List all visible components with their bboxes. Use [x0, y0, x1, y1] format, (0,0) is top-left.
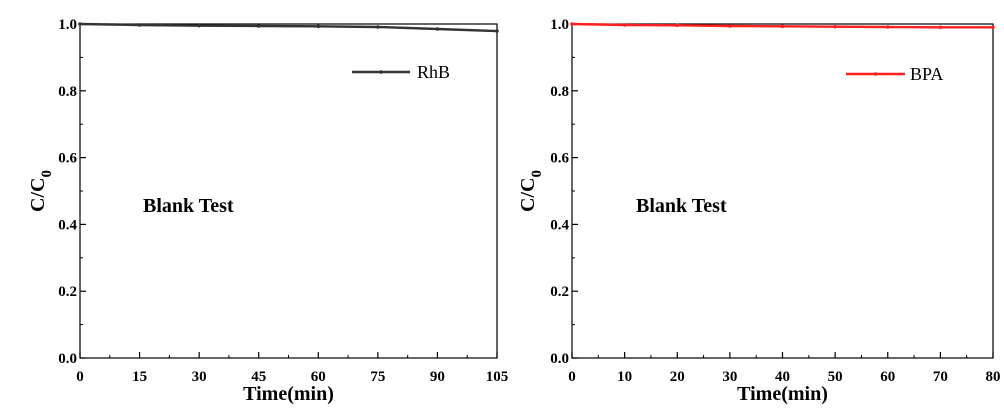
data-point — [495, 29, 499, 33]
x-tick-label: 60 — [880, 369, 895, 385]
y-tick-label: 0.4 — [550, 217, 569, 233]
y-axis-label-subscript: 0 — [39, 170, 55, 178]
y-tick-label: 1.0 — [550, 17, 569, 33]
data-point — [376, 25, 380, 29]
legend-label: BPA — [910, 64, 943, 84]
y-axis-label-main: C/C — [27, 178, 49, 212]
y-axis-label: C/C0 — [27, 170, 55, 212]
data-point — [570, 22, 574, 26]
y-tick-label: 0.0 — [550, 351, 569, 367]
y-tick-label: 0.2 — [58, 284, 77, 300]
x-tick-label: 0 — [76, 369, 84, 385]
data-point — [938, 25, 943, 30]
x-tick-label: 0 — [568, 369, 576, 385]
y-tick-label: 0.2 — [550, 284, 569, 300]
data-point — [675, 23, 680, 28]
chart-panel-1: 0 15 30 45 60 75 90 105 0.0 0.2 0.4 0.6 0.8 1.0 Time(m… — [27, 17, 508, 405]
x-tick-label: 15 — [132, 369, 147, 385]
annotation-blank-test: Blank Test — [143, 195, 234, 217]
chart-panel-2: 0 10 20 30 40 50 60 70 80 0.0 0.2 0.4 0.6 0.8 1.0 Time(… — [517, 17, 1001, 405]
x-axis-label: Time(min) — [243, 383, 334, 405]
legend-marker — [379, 70, 383, 74]
legend-marker — [873, 72, 878, 76]
data-point — [780, 24, 785, 29]
y-tick-label: 0.6 — [550, 151, 569, 167]
x-tick-label: 30 — [192, 369, 207, 385]
data-point — [197, 23, 201, 28]
data-point — [991, 25, 995, 30]
y-axis-label-subscript: 0 — [529, 170, 545, 178]
x-tick-label: 80 — [986, 369, 1001, 385]
x-tick-label: 50 — [828, 369, 843, 385]
y-tick-label: 0.4 — [58, 217, 77, 233]
y-axis-label-main: C/C — [517, 178, 539, 212]
x-axis-label: Time(min) — [737, 383, 828, 405]
y-tick-label: 0.6 — [58, 151, 77, 167]
y-tick-label: 1.0 — [58, 17, 77, 33]
data-point — [256, 24, 261, 28]
x-tick-label: 20 — [670, 369, 685, 385]
series-line-rhb — [79, 22, 498, 33]
annotation-blank-test: Blank Test — [636, 195, 727, 217]
data-point — [78, 22, 82, 26]
x-tick-label: 45 — [251, 369, 266, 385]
data-point — [435, 27, 440, 31]
x-tick-label: 70 — [933, 369, 948, 385]
data-point — [728, 24, 732, 28]
data-point — [316, 24, 321, 29]
x-tick-label: 105 — [486, 369, 509, 385]
x-tick-label: 75 — [370, 369, 385, 385]
y-tick-label: 0.8 — [550, 84, 569, 100]
x-tick-label: 30 — [722, 369, 737, 385]
y-tick-label: 0.8 — [58, 84, 77, 100]
data-point — [137, 23, 142, 27]
y-tick-label: 0.0 — [58, 351, 77, 367]
legend-label: RhB — [417, 62, 450, 82]
x-tick-label: 10 — [617, 369, 632, 385]
x-tick-label: 40 — [775, 369, 790, 385]
data-point — [833, 24, 837, 29]
data-point — [885, 25, 890, 29]
y-axis-label: C/C0 — [517, 170, 545, 212]
data-point — [622, 23, 627, 27]
x-tick-label: 60 — [311, 369, 326, 385]
x-tick-label: 90 — [430, 369, 445, 385]
